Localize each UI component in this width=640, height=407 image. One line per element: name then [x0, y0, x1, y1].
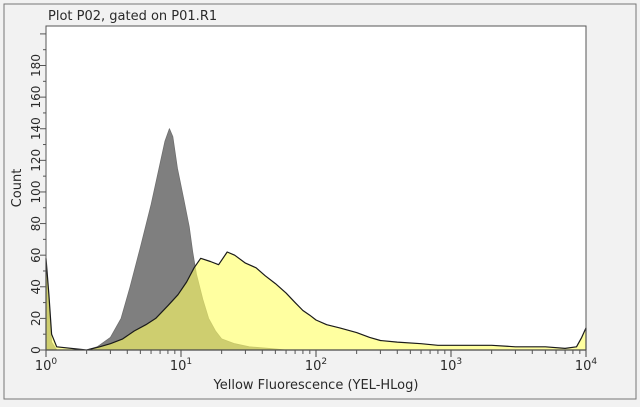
- x-tick-label: 103: [440, 357, 462, 374]
- y-tick-label: 20: [29, 311, 43, 326]
- x-tick-label: 104: [575, 357, 598, 374]
- y-tick-label: 80: [29, 216, 43, 231]
- y-tick-label: 160: [29, 86, 43, 109]
- y-tick-label: 180: [29, 54, 43, 77]
- x-tick-label: 100: [35, 357, 58, 374]
- x-tick-label: 101: [170, 357, 192, 374]
- series-area-2: [45, 251, 587, 351]
- y-tick-label: 40: [29, 279, 43, 294]
- y-tick-label: 100: [29, 181, 43, 204]
- y-axis-label: Count: [10, 169, 25, 208]
- y-tick-label: 120: [29, 149, 43, 172]
- chart-border: [3, 3, 637, 400]
- plot-frame: [45, 25, 587, 351]
- x-tick-label: 102: [305, 357, 327, 374]
- y-tick-label: 60: [29, 248, 43, 263]
- x-axis-label: Yellow Fluorescence (YEL-HLog): [213, 378, 419, 393]
- y-tick-label: 0: [29, 346, 43, 354]
- y-tick-label: 140: [29, 117, 43, 140]
- chart-title: Plot P02, gated on P01.R1: [48, 9, 217, 24]
